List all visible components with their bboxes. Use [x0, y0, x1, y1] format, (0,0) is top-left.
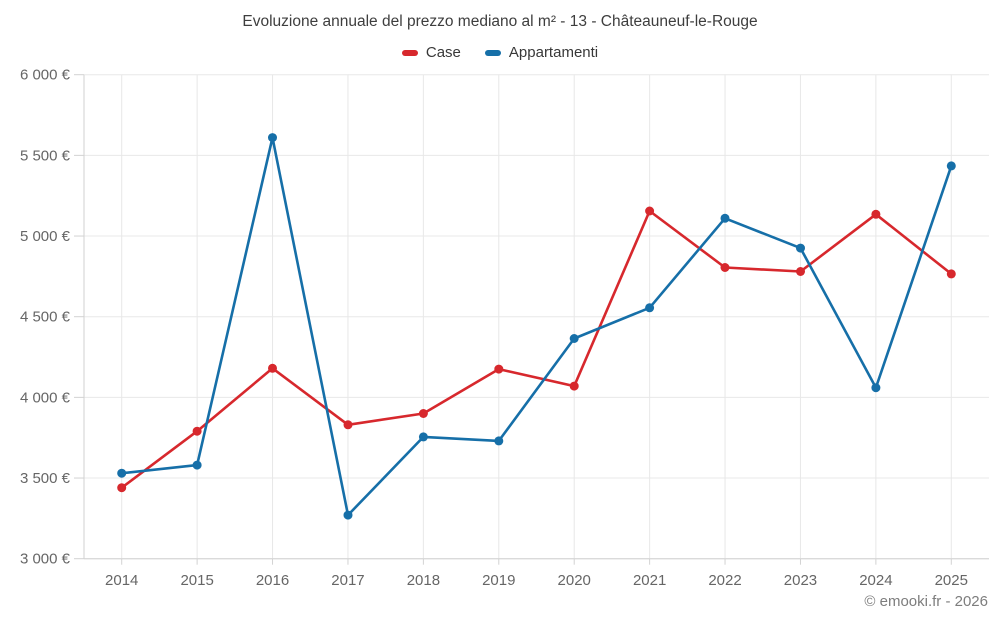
x-tick-label: 2025 — [935, 572, 968, 589]
y-tick-label: 3 000 € — [20, 551, 71, 568]
marker-appartamenti-2014[interactable] — [117, 468, 127, 478]
x-tick-label: 2023 — [784, 572, 817, 589]
x-tick-label: 2017 — [331, 572, 364, 589]
marker-appartamenti-2021[interactable] — [645, 303, 655, 313]
x-tick-label: 2020 — [558, 572, 591, 589]
marker-case-2024[interactable] — [871, 209, 881, 219]
marker-appartamenti-2023[interactable] — [796, 243, 805, 253]
marker-appartamenti-2025[interactable] — [946, 161, 956, 171]
x-tick-label: 2016 — [256, 572, 289, 589]
marker-appartamenti-2019[interactable] — [494, 436, 504, 446]
x-tick-label: 2015 — [180, 572, 213, 589]
marker-case-2014[interactable] — [117, 483, 127, 493]
legend: Case Appartamenti — [0, 44, 1000, 61]
marker-case-2021[interactable] — [645, 206, 655, 216]
y-tick-label: 4 500 € — [20, 309, 71, 326]
marker-case-2025[interactable] — [946, 269, 956, 279]
series-line-case — [120, 209, 953, 490]
marker-case-2016[interactable] — [268, 363, 277, 373]
series-line-appartamenti — [120, 136, 953, 517]
legend-swatch-case-icon — [401, 49, 418, 56]
y-tick-label: 6 000 € — [20, 67, 71, 84]
legend-label-appartamenti: Appartamenti — [508, 44, 599, 61]
x-tick-label: 2024 — [859, 572, 892, 589]
copyright-footer: © emooki.fr - 2026 — [864, 593, 988, 610]
marker-case-2020[interactable] — [569, 381, 579, 391]
x-tick-label: 2019 — [482, 572, 515, 589]
y-tick-label: 4 000 € — [20, 389, 71, 406]
y-tick-label: 5 000 € — [20, 228, 71, 245]
marker-case-2015[interactable] — [192, 426, 202, 436]
marker-appartamenti-2016[interactable] — [268, 133, 277, 143]
marker-appartamenti-2024[interactable] — [871, 383, 881, 393]
marker-case-2018[interactable] — [418, 409, 428, 418]
x-tick-label: 2021 — [633, 572, 666, 589]
x-tick-label: 2018 — [407, 572, 440, 589]
marker-appartamenti-2022[interactable] — [720, 213, 730, 223]
marker-case-2017[interactable] — [343, 420, 353, 430]
legend-swatch-appartamenti-icon — [484, 49, 501, 56]
legend-item-case[interactable]: Case — [401, 44, 461, 61]
marker-appartamenti-2015[interactable] — [192, 460, 202, 470]
x-tick-label: 2014 — [105, 572, 138, 589]
x-tick-label: 2022 — [708, 572, 741, 589]
legend-item-appartamenti[interactable]: Appartamenti — [484, 44, 599, 61]
marker-appartamenti-2020[interactable] — [569, 334, 579, 343]
marker-case-2023[interactable] — [796, 267, 805, 276]
marker-appartamenti-2017[interactable] — [343, 510, 353, 520]
marker-appartamenti-2018[interactable] — [418, 432, 428, 442]
chart-title: Evoluzione annuale del prezzo mediano al… — [242, 13, 758, 30]
marker-case-2022[interactable] — [720, 263, 730, 272]
marker-case-2019[interactable] — [494, 364, 504, 374]
y-tick-label: 3 500 € — [20, 470, 71, 487]
legend-label-case: Case — [425, 44, 461, 61]
y-tick-label: 5 500 € — [20, 147, 71, 164]
